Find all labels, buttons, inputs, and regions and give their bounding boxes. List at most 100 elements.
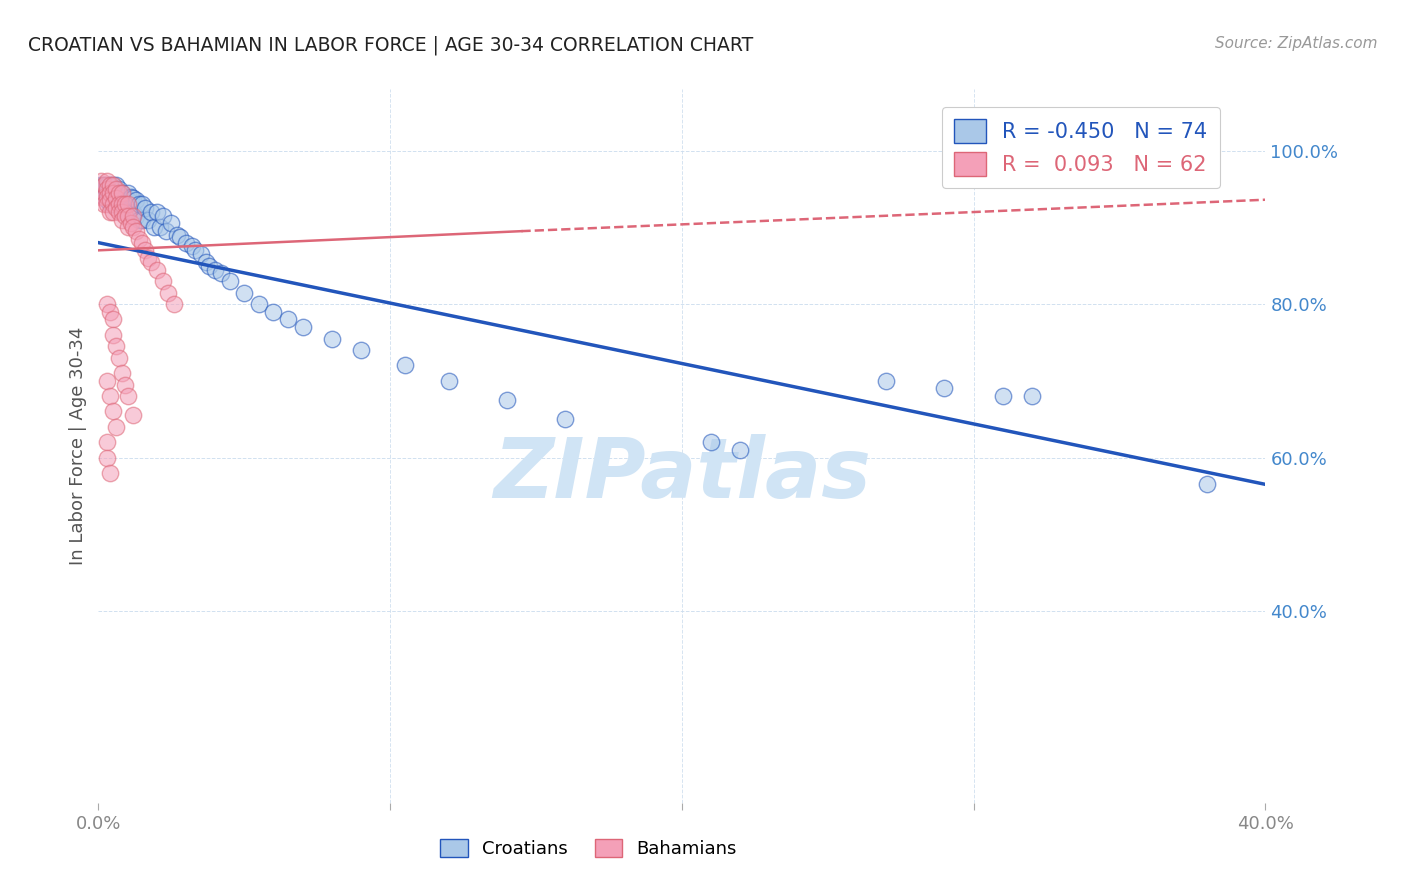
Point xyxy=(93,178,115,193)
Point xyxy=(125,194,148,208)
Point xyxy=(394,359,416,373)
Point xyxy=(104,178,127,193)
Point xyxy=(111,212,134,227)
Point xyxy=(108,351,131,365)
Point xyxy=(114,377,136,392)
Point xyxy=(108,194,131,208)
Point xyxy=(98,189,121,203)
Point xyxy=(128,197,150,211)
Point xyxy=(180,239,202,253)
Point xyxy=(155,224,177,238)
Point xyxy=(111,191,134,205)
Point xyxy=(114,197,136,211)
Point xyxy=(166,227,188,242)
Point xyxy=(98,389,121,403)
Point xyxy=(730,442,752,457)
Point xyxy=(93,189,115,203)
Point xyxy=(101,312,124,326)
Point xyxy=(120,217,142,231)
Point xyxy=(96,197,118,211)
Point xyxy=(183,244,205,258)
Point xyxy=(117,186,139,200)
Point xyxy=(96,374,118,388)
Text: Source: ZipAtlas.com: Source: ZipAtlas.com xyxy=(1215,36,1378,51)
Point xyxy=(321,332,343,346)
Point xyxy=(122,205,145,219)
Point xyxy=(136,251,159,265)
Point xyxy=(134,244,156,258)
Point xyxy=(108,197,131,211)
Point xyxy=(101,186,124,200)
Point xyxy=(204,262,226,277)
Point xyxy=(114,209,136,223)
Point xyxy=(96,297,118,311)
Point xyxy=(101,178,124,193)
Point xyxy=(104,191,127,205)
Point xyxy=(120,189,142,203)
Point xyxy=(291,320,314,334)
Point xyxy=(93,189,115,203)
Point xyxy=(139,205,162,219)
Point xyxy=(98,466,121,480)
Point xyxy=(117,389,139,403)
Point xyxy=(101,327,124,342)
Point xyxy=(104,339,127,353)
Point xyxy=(104,419,127,434)
Point xyxy=(98,205,121,219)
Point xyxy=(700,435,723,450)
Point xyxy=(98,178,121,193)
Point xyxy=(117,220,139,235)
Point xyxy=(554,412,576,426)
Text: ZIPatlas: ZIPatlas xyxy=(494,434,870,515)
Point xyxy=(209,266,232,280)
Point xyxy=(131,197,153,211)
Point xyxy=(218,274,240,288)
Point xyxy=(101,404,124,418)
Point xyxy=(1195,477,1218,491)
Point xyxy=(108,182,131,196)
Point xyxy=(111,186,134,200)
Point xyxy=(96,174,118,188)
Point xyxy=(125,224,148,238)
Point xyxy=(111,197,134,211)
Point xyxy=(125,209,148,223)
Point xyxy=(233,285,256,300)
Point xyxy=(117,197,139,211)
Point xyxy=(136,212,159,227)
Point xyxy=(93,197,115,211)
Point xyxy=(142,220,165,235)
Point xyxy=(117,194,139,208)
Point xyxy=(90,189,112,203)
Point xyxy=(96,194,118,208)
Point xyxy=(98,194,121,208)
Point xyxy=(198,259,221,273)
Point xyxy=(101,197,124,211)
Point xyxy=(96,450,118,465)
Y-axis label: In Labor Force | Age 30-34: In Labor Force | Age 30-34 xyxy=(69,326,87,566)
Point xyxy=(131,235,153,250)
Point xyxy=(98,304,121,318)
Point xyxy=(96,189,118,203)
Point xyxy=(104,201,127,215)
Point xyxy=(122,220,145,235)
Point xyxy=(146,262,169,277)
Point xyxy=(122,191,145,205)
Point xyxy=(98,197,121,211)
Point xyxy=(114,197,136,211)
Point xyxy=(96,435,118,450)
Point xyxy=(101,197,124,211)
Point xyxy=(101,205,124,219)
Point xyxy=(90,178,112,193)
Point xyxy=(247,297,270,311)
Point xyxy=(93,178,115,193)
Point xyxy=(131,212,153,227)
Point xyxy=(163,297,186,311)
Point xyxy=(174,235,197,250)
Point xyxy=(120,201,142,215)
Point xyxy=(98,186,121,200)
Point xyxy=(437,374,460,388)
Point xyxy=(157,285,180,300)
Point xyxy=(108,205,131,219)
Point xyxy=(96,178,118,193)
Point xyxy=(96,182,118,196)
